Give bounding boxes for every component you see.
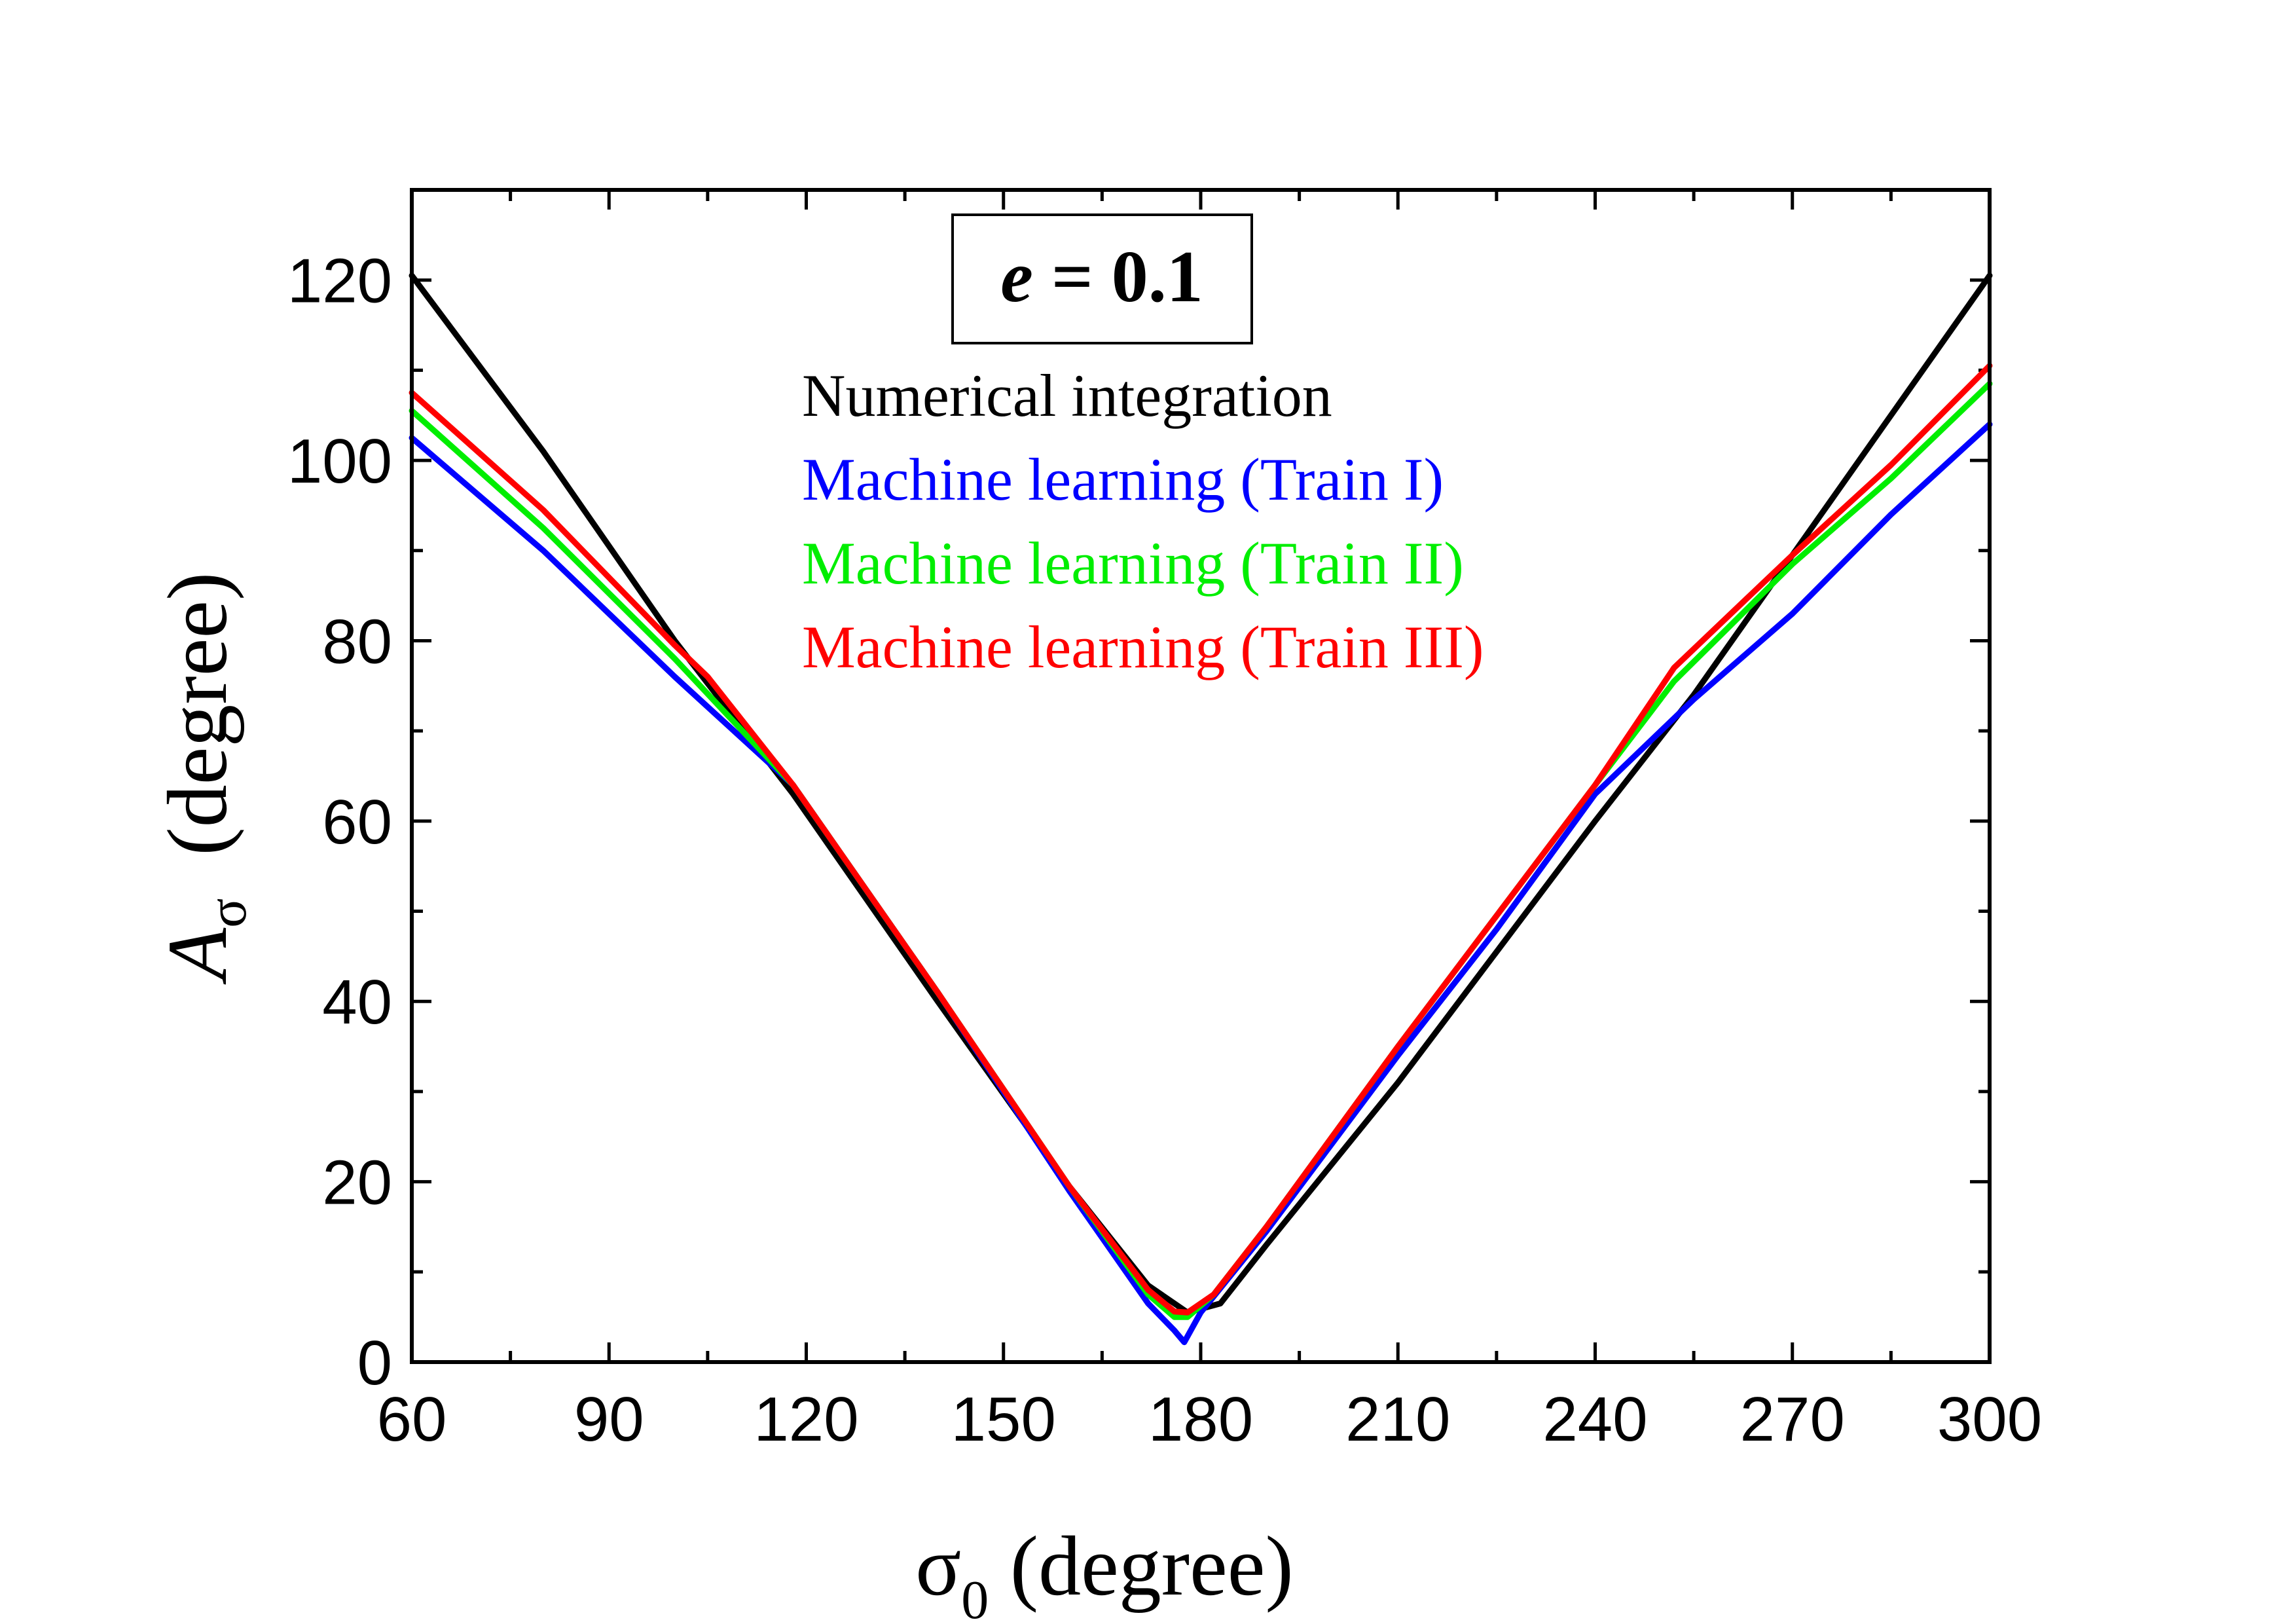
series-line-3 [409,363,1993,1316]
x-axis-unit: (degree) [989,1519,1293,1614]
x-tick-label: 150 [951,1384,1056,1454]
y-tick-label: 80 [322,606,392,676]
series-line-0 [409,272,1993,1316]
y-tick-label: 100 [287,426,392,496]
x-axis-subscript: 0 [961,1570,989,1624]
y-axis-subscript: σ [197,898,258,928]
y-axis-unit: (degree) [151,572,245,898]
legend: Numerical integration Machine learning (… [802,362,1484,680]
y-tick-label: 20 [322,1148,392,1218]
annotation-box: e = 0.1 [951,213,1253,344]
annotation-label: e = 0.1 [1000,236,1203,318]
legend-entry-train-3: Machine learning (Train III) [802,614,1484,680]
series-lines [409,272,1993,1346]
y-tick-label: 120 [287,246,392,316]
legend-entry-train-1: Machine learning (Train I) [802,446,1444,513]
x-axis-symbol: σ [915,1519,961,1614]
series-line-2 [409,380,1993,1320]
y-tick-label: 0 [357,1328,392,1398]
annotation-variable: e [1000,236,1033,318]
annotation-equals: = [1033,236,1112,318]
legend-entry-train-2: Machine learning (Train II) [802,530,1464,597]
y-axis-symbol: A [151,927,245,985]
x-tick-label: 180 [1148,1384,1253,1454]
x-tick-label: 60 [377,1384,447,1454]
x-tick-label: 270 [1740,1384,1845,1454]
x-axis-title: σ0 (degree) [915,1519,1294,1624]
x-tick-label: 90 [574,1384,644,1454]
y-tick-label: 60 [322,787,392,857]
tick-labels: 60 90 120 150 180 210 240 270 300 0 20 40 60 80 100 120 [287,246,2042,1454]
x-tick-label: 300 [1937,1384,2042,1454]
y-tick-label: 40 [322,967,392,1037]
x-tick-label: 120 [754,1384,858,1454]
legend-entry-numerical: Numerical integration [802,362,1332,429]
plot-frame [410,188,1992,1364]
y-axis-title: Aσ (degree) [151,572,258,986]
annotation-box-border [951,213,1253,344]
x-tick-label: 240 [1542,1384,1647,1454]
annotation-value: 0.1 [1112,236,1203,318]
x-tick-label: 210 [1345,1384,1450,1454]
